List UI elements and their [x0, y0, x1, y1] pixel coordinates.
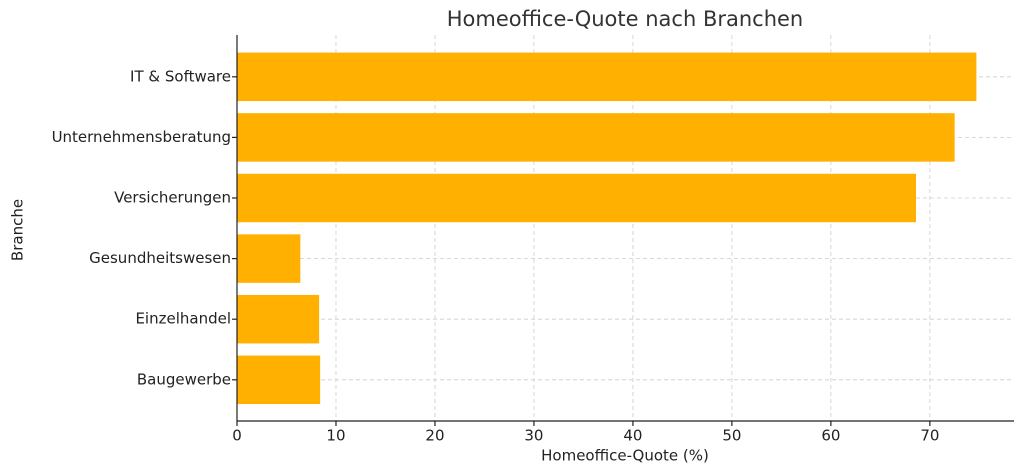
- y-tick-label: Unternehmensberatung: [52, 128, 231, 146]
- x-tick-label: 50: [722, 427, 741, 445]
- bar: [237, 113, 955, 162]
- x-tick-label: 20: [425, 427, 444, 445]
- x-axis-label: Homeoffice-Quote (%): [541, 447, 709, 465]
- x-tick-label: 60: [821, 427, 840, 445]
- bar: [237, 52, 977, 102]
- x-tick-label: 10: [326, 427, 345, 445]
- bar: [237, 294, 320, 344]
- y-tick-label: Baugewerbe: [137, 370, 231, 388]
- y-tick-label: IT & Software: [130, 67, 231, 85]
- x-tick-label: 0: [232, 427, 242, 445]
- chart-title: Homeoffice-Quote nach Branchen: [447, 7, 804, 31]
- bar: [237, 173, 917, 223]
- y-tick-label: Versicherungen: [114, 189, 231, 207]
- y-tick-label: Einzelhandel: [135, 310, 231, 328]
- bar: [237, 234, 301, 283]
- x-tick-label: 40: [623, 427, 642, 445]
- bar: [237, 355, 321, 405]
- x-tick-label: 30: [524, 427, 543, 445]
- y-axis-label: Branche: [9, 199, 27, 261]
- x-tick-label: 70: [920, 427, 939, 445]
- y-tick-label: Gesundheitswesen: [89, 249, 231, 267]
